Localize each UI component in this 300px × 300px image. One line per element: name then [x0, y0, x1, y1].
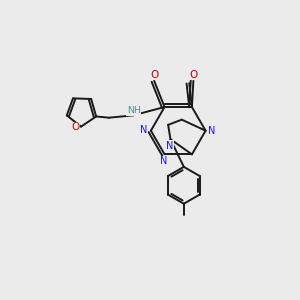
Text: O: O [72, 122, 80, 132]
Text: O: O [189, 70, 197, 80]
Text: NH: NH [127, 106, 141, 116]
Text: O: O [150, 70, 158, 80]
Text: N: N [160, 156, 168, 166]
Text: N: N [140, 125, 147, 135]
Text: N: N [166, 141, 173, 151]
Text: N: N [208, 126, 216, 136]
